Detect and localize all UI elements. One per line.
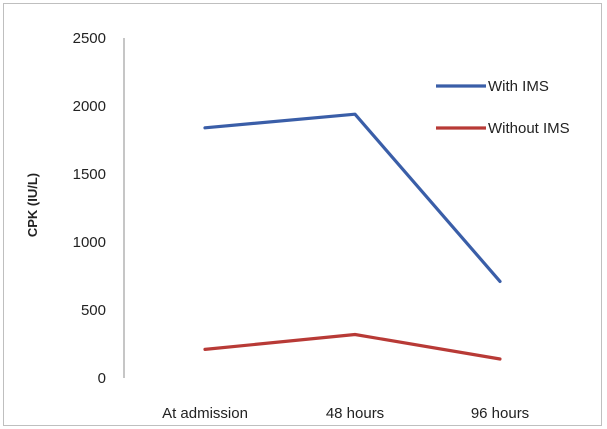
chart-frame xyxy=(3,3,602,426)
y-tick-label: 500 xyxy=(81,302,106,319)
legend-label: Without IMS xyxy=(488,120,570,137)
y-tick-label: 1500 xyxy=(73,166,106,183)
series-line-1 xyxy=(203,112,502,283)
y-tick-label: 1000 xyxy=(73,234,106,251)
x-tick-label: 48 hours xyxy=(326,405,384,422)
x-tick-label: 96 hours xyxy=(471,405,529,422)
x-tick-label: At admission xyxy=(162,405,248,422)
y-tick-label: 2500 xyxy=(73,30,106,47)
y-axis-label: CPK (IU/L) xyxy=(25,173,40,237)
legend-label: With IMS xyxy=(488,78,549,95)
y-tick-label: 2000 xyxy=(73,98,106,115)
y-tick-label: 0 xyxy=(98,370,106,387)
series-line-2 xyxy=(203,332,502,361)
